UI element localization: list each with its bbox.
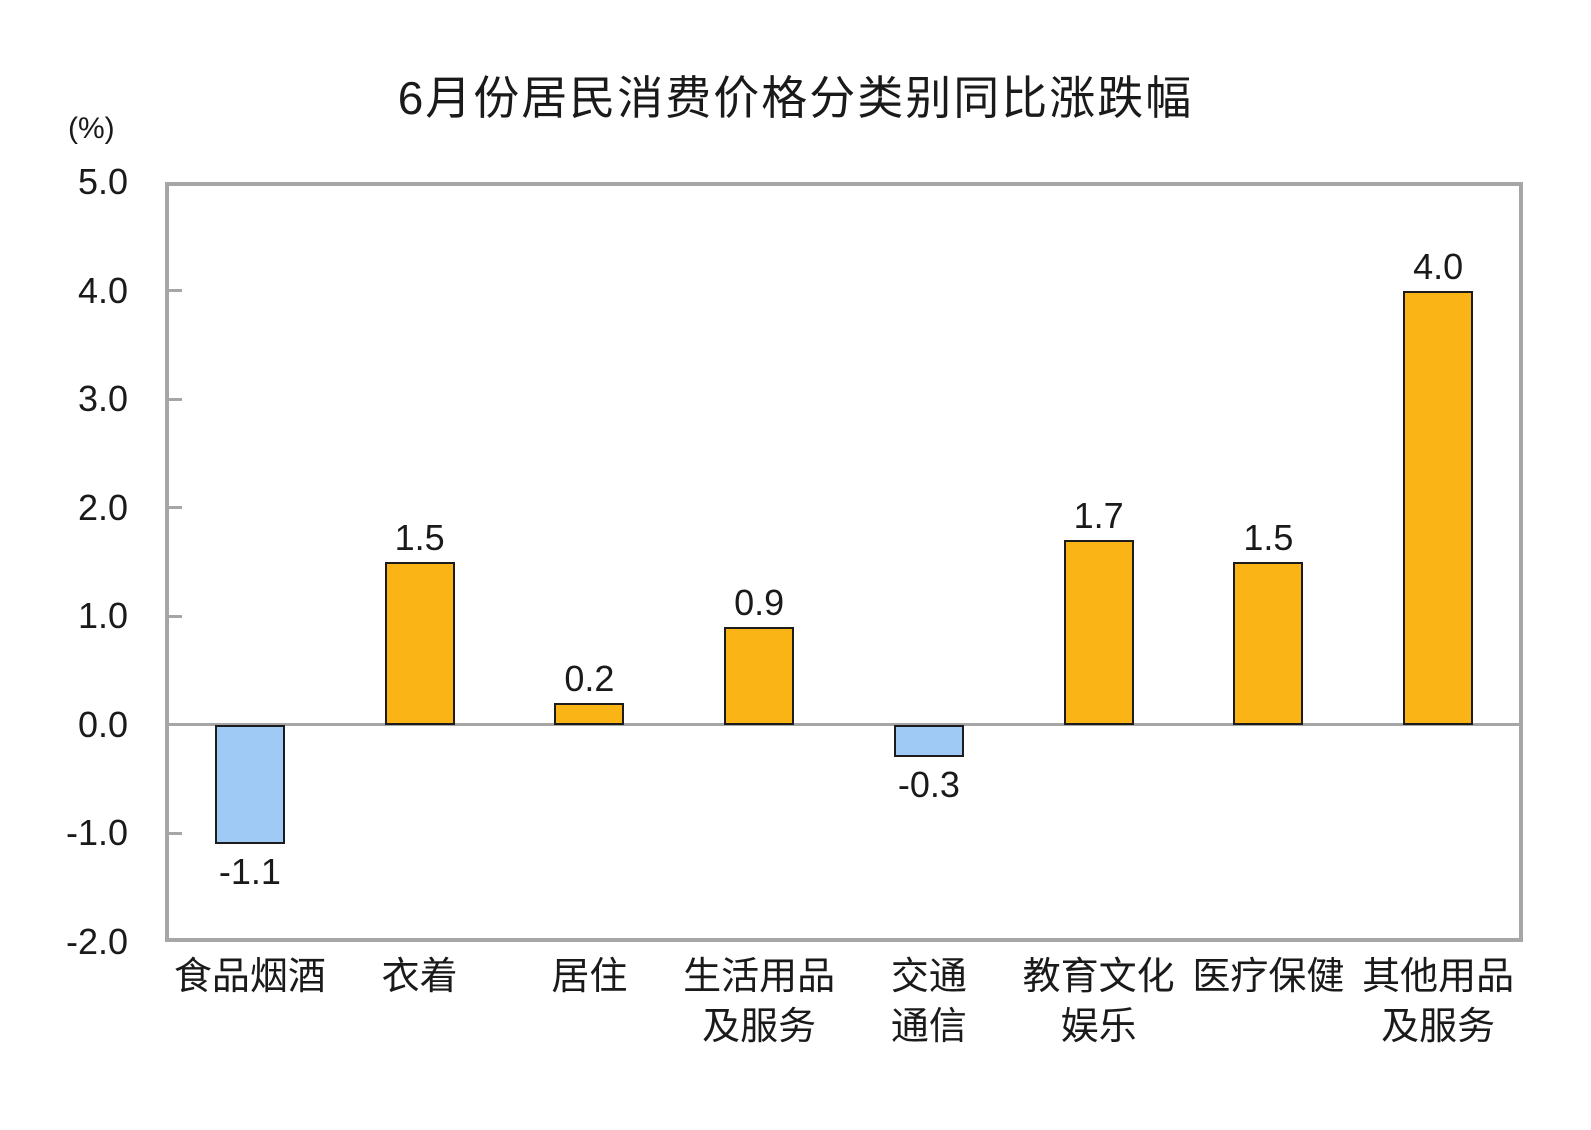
x-category-label: 交通 通信 (890, 956, 967, 1048)
y-tick-label: 3.0 (77, 378, 128, 420)
chart-title: 6月份居民消费价格分类别同比涨跌幅 (397, 72, 1194, 124)
bar (1233, 562, 1304, 725)
bar (384, 562, 455, 725)
bar-value-label: 4.0 (1413, 245, 1464, 287)
y-tick-mark (169, 289, 182, 293)
bar (554, 703, 625, 725)
bar (893, 724, 964, 758)
y-tick-mark (169, 831, 182, 835)
bar-value-label: -1.1 (218, 851, 281, 893)
y-tick-label: -2.0 (65, 921, 128, 962)
x-category-label: 生活用品 及服务 (683, 956, 836, 1048)
bar-value-label: 1.5 (394, 517, 445, 558)
y-tick-label: 2.0 (77, 486, 128, 528)
bar (1403, 290, 1474, 725)
x-category-label: 医疗保健 (1192, 956, 1345, 998)
x-category-label: 食品烟酒 (173, 956, 326, 998)
bar (1063, 540, 1134, 725)
y-tick-mark (169, 506, 182, 510)
x-category-label: 其他用品 及服务 (1362, 956, 1515, 1048)
y-tick-label: 5.0 (77, 161, 128, 202)
x-category-label: 居住 (551, 956, 628, 998)
bar (724, 627, 795, 725)
y-tick-mark (169, 614, 182, 618)
x-category-label: 衣着 (381, 956, 458, 998)
bar-value-label: -0.3 (897, 764, 960, 806)
y-tick-label: -1.0 (65, 812, 128, 854)
bar-value-label: 1.5 (1243, 517, 1294, 558)
bar-value-label: 0.9 (734, 582, 785, 624)
x-category-label: 教育文化 娱乐 (1022, 956, 1175, 1048)
y-axis-unit-label: (%) (68, 112, 115, 145)
y-tick-label: 4.0 (77, 269, 128, 311)
bar (214, 724, 285, 845)
plot-area (165, 182, 1523, 942)
y-tick-mark (169, 397, 182, 401)
y-tick-label: 1.0 (77, 595, 128, 637)
bar-value-label: 1.7 (1073, 495, 1124, 537)
zero-axis-line (169, 723, 1519, 727)
y-tick-label: 0.0 (77, 703, 128, 745)
bar-value-label: 0.2 (564, 658, 615, 700)
